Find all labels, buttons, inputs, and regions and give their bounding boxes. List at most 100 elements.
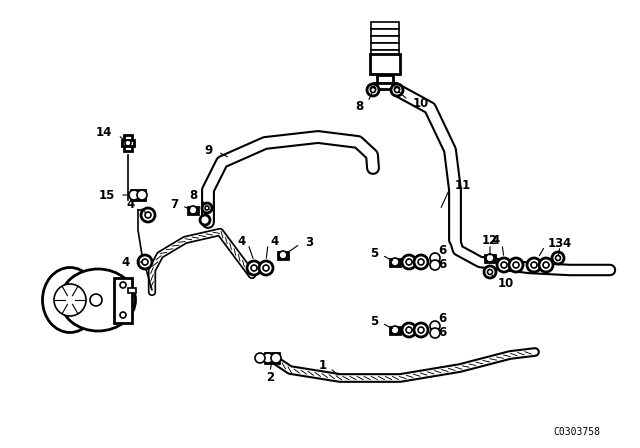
Text: 10: 10 xyxy=(498,276,515,289)
Text: 6: 6 xyxy=(438,311,446,324)
Bar xyxy=(122,140,134,146)
Circle shape xyxy=(486,254,494,262)
Circle shape xyxy=(142,259,148,265)
Text: 6: 6 xyxy=(438,258,446,271)
Text: 7: 7 xyxy=(170,198,178,211)
Circle shape xyxy=(138,255,152,269)
Text: 1: 1 xyxy=(319,358,327,371)
Circle shape xyxy=(539,258,553,272)
Circle shape xyxy=(414,255,428,269)
Circle shape xyxy=(205,206,209,210)
Circle shape xyxy=(418,259,424,265)
Circle shape xyxy=(556,255,561,260)
Circle shape xyxy=(513,262,519,268)
Circle shape xyxy=(484,266,496,278)
Circle shape xyxy=(129,190,139,200)
Text: 4: 4 xyxy=(492,233,500,246)
Text: 4: 4 xyxy=(127,198,135,211)
Bar xyxy=(390,258,400,266)
Circle shape xyxy=(509,258,523,272)
Circle shape xyxy=(392,84,402,94)
Circle shape xyxy=(120,282,126,288)
Circle shape xyxy=(279,251,287,259)
Circle shape xyxy=(391,326,399,334)
Circle shape xyxy=(501,262,507,268)
Bar xyxy=(485,254,495,262)
Text: 5: 5 xyxy=(370,314,378,327)
Bar xyxy=(377,75,393,83)
Ellipse shape xyxy=(61,269,136,331)
Circle shape xyxy=(527,258,541,272)
Text: 4: 4 xyxy=(122,255,130,268)
Bar xyxy=(390,327,400,333)
Circle shape xyxy=(430,260,440,270)
Text: 4: 4 xyxy=(562,237,570,250)
Text: 8: 8 xyxy=(356,99,364,112)
Circle shape xyxy=(543,262,549,268)
Circle shape xyxy=(430,321,440,331)
Circle shape xyxy=(402,255,416,269)
Text: 8: 8 xyxy=(189,189,197,202)
Text: 4: 4 xyxy=(237,234,246,247)
Text: 6: 6 xyxy=(438,326,446,339)
Text: 6: 6 xyxy=(438,244,446,257)
Circle shape xyxy=(141,208,155,222)
Circle shape xyxy=(394,86,399,91)
Circle shape xyxy=(371,86,376,91)
Circle shape xyxy=(430,253,440,263)
Circle shape xyxy=(402,323,416,337)
Circle shape xyxy=(137,190,147,200)
Circle shape xyxy=(251,265,257,271)
Bar xyxy=(371,29,399,35)
Circle shape xyxy=(531,262,537,268)
Circle shape xyxy=(120,312,126,318)
Bar xyxy=(374,83,396,89)
Circle shape xyxy=(263,353,273,363)
Bar xyxy=(278,251,288,258)
Text: 11: 11 xyxy=(455,178,471,191)
Bar xyxy=(114,277,132,323)
Bar xyxy=(188,207,198,214)
Circle shape xyxy=(271,353,281,363)
Text: 5: 5 xyxy=(370,246,378,259)
Text: 2: 2 xyxy=(266,370,274,383)
Text: 13: 13 xyxy=(548,237,564,250)
Text: 15: 15 xyxy=(99,189,115,202)
Bar xyxy=(371,43,399,49)
Circle shape xyxy=(367,84,379,96)
Circle shape xyxy=(54,284,86,316)
Text: 4: 4 xyxy=(270,234,278,247)
Circle shape xyxy=(255,353,265,363)
Ellipse shape xyxy=(42,267,97,332)
Circle shape xyxy=(371,87,376,92)
Circle shape xyxy=(247,261,261,275)
Circle shape xyxy=(263,265,269,271)
Circle shape xyxy=(391,258,399,266)
Bar xyxy=(370,54,400,74)
Text: 10: 10 xyxy=(413,96,429,109)
Circle shape xyxy=(406,259,412,265)
Bar xyxy=(128,288,136,293)
Circle shape xyxy=(414,323,428,337)
Bar xyxy=(131,190,145,200)
Circle shape xyxy=(391,84,403,96)
Circle shape xyxy=(418,327,424,333)
Bar xyxy=(371,35,399,43)
Bar xyxy=(371,22,399,29)
Circle shape xyxy=(90,294,102,306)
Text: C0303758: C0303758 xyxy=(553,427,600,437)
Text: 9: 9 xyxy=(205,143,213,156)
Circle shape xyxy=(368,84,378,94)
Circle shape xyxy=(145,212,151,218)
Circle shape xyxy=(497,258,511,272)
Circle shape xyxy=(259,261,273,275)
Circle shape xyxy=(202,203,212,213)
Bar xyxy=(124,135,132,151)
Circle shape xyxy=(430,328,440,338)
Circle shape xyxy=(394,87,399,92)
Circle shape xyxy=(189,206,197,214)
Circle shape xyxy=(552,252,564,264)
Text: 12: 12 xyxy=(482,233,498,246)
Circle shape xyxy=(406,327,412,333)
Circle shape xyxy=(125,140,131,146)
